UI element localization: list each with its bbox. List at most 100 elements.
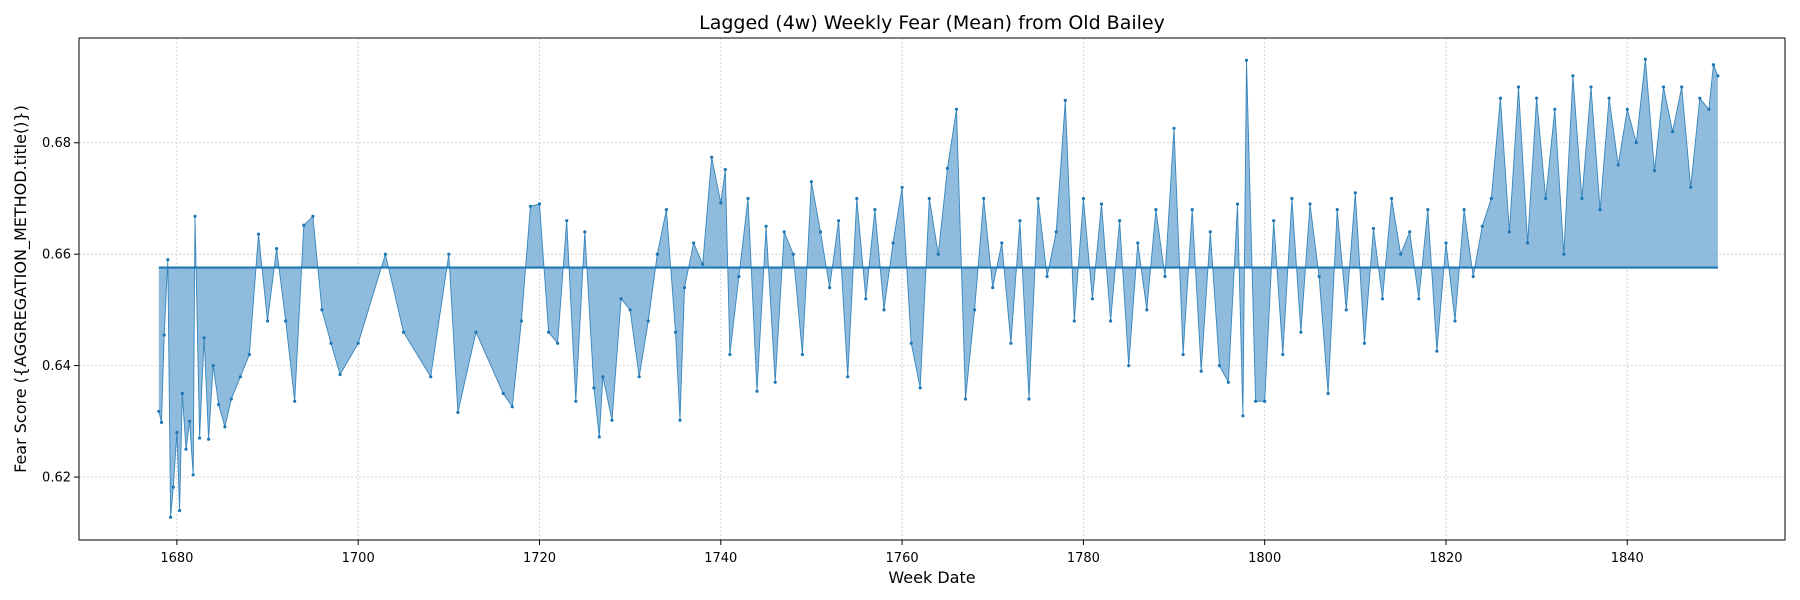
data-point bbox=[1535, 96, 1539, 100]
data-point bbox=[1408, 230, 1412, 234]
data-point bbox=[1000, 241, 1004, 245]
data-point bbox=[238, 375, 242, 379]
data-point bbox=[1480, 224, 1484, 228]
data-point bbox=[723, 167, 727, 172]
data-point bbox=[982, 196, 986, 201]
data-point bbox=[193, 214, 197, 218]
data-point bbox=[169, 515, 173, 519]
data-point bbox=[1326, 391, 1330, 396]
data-point bbox=[229, 397, 233, 401]
data-point bbox=[1163, 274, 1167, 279]
data-point bbox=[1109, 319, 1113, 323]
data-point bbox=[302, 223, 306, 227]
data-point bbox=[583, 230, 587, 234]
data-point bbox=[1281, 352, 1285, 357]
data-point bbox=[1299, 330, 1303, 334]
y-axis-title: Fear Score ({AGGREGATION_METHOD.title()}… bbox=[11, 105, 31, 473]
data-point bbox=[673, 330, 678, 334]
data-point bbox=[773, 380, 777, 384]
data-point bbox=[619, 297, 623, 301]
data-point bbox=[1217, 364, 1221, 368]
data-point bbox=[945, 166, 950, 170]
data-point bbox=[1235, 202, 1240, 206]
data-point bbox=[1181, 352, 1185, 357]
data-point bbox=[710, 155, 714, 159]
data-point bbox=[746, 196, 750, 201]
data-point bbox=[256, 232, 261, 236]
data-point bbox=[1045, 274, 1049, 279]
data-point bbox=[447, 252, 451, 256]
data-point bbox=[601, 375, 605, 379]
chart-title: Lagged (4w) Weekly Fear (Mean) from Old … bbox=[699, 12, 1165, 34]
data-point bbox=[1471, 274, 1475, 279]
data-point bbox=[755, 389, 759, 393]
x-tick-label: 1760 bbox=[886, 551, 919, 566]
data-point bbox=[510, 405, 514, 409]
data-point bbox=[597, 435, 601, 439]
series-markers bbox=[157, 57, 1720, 519]
data-point bbox=[1172, 126, 1176, 130]
data-point bbox=[1081, 196, 1085, 201]
data-point bbox=[1145, 308, 1149, 312]
data-point bbox=[1390, 196, 1394, 201]
data-point bbox=[311, 214, 315, 218]
data-point bbox=[501, 391, 505, 396]
data-point bbox=[1063, 98, 1067, 102]
data-point bbox=[1634, 141, 1638, 145]
data-point bbox=[664, 208, 669, 212]
data-point bbox=[791, 252, 795, 256]
data-point bbox=[217, 403, 221, 407]
data-point bbox=[1417, 297, 1421, 301]
x-tick-label: 1740 bbox=[704, 551, 737, 566]
data-point bbox=[1689, 185, 1693, 189]
data-point bbox=[918, 386, 922, 390]
data-point bbox=[547, 330, 551, 334]
data-point bbox=[646, 319, 650, 323]
data-point bbox=[207, 437, 211, 441]
data-point bbox=[1154, 208, 1158, 212]
y-tick-label: 0.66 bbox=[42, 248, 71, 263]
data-point bbox=[800, 352, 805, 357]
data-point bbox=[1571, 74, 1575, 78]
x-axis: 1680 1700 1720 1740 1760 1780 1800 1820 1840 bbox=[160, 540, 1644, 566]
data-point bbox=[818, 230, 823, 234]
data-point bbox=[191, 473, 195, 477]
series-area bbox=[158, 59, 1718, 518]
data-point bbox=[637, 375, 641, 379]
data-point bbox=[1090, 297, 1094, 301]
data-point bbox=[1589, 85, 1593, 89]
x-tick-label: 1820 bbox=[1429, 551, 1462, 566]
data-point bbox=[719, 201, 723, 205]
data-point bbox=[1562, 252, 1566, 256]
data-point bbox=[764, 224, 768, 228]
data-point bbox=[737, 274, 741, 279]
data-point bbox=[284, 319, 288, 323]
data-point bbox=[1199, 369, 1203, 373]
data-point bbox=[1526, 241, 1530, 245]
data-point bbox=[873, 208, 877, 212]
data-point bbox=[1643, 57, 1647, 61]
data-point bbox=[180, 391, 184, 396]
data-point bbox=[1516, 85, 1521, 89]
data-point bbox=[1308, 202, 1312, 206]
data-point bbox=[166, 258, 170, 262]
data-point bbox=[1263, 399, 1267, 403]
x-tick-label: 1720 bbox=[523, 551, 556, 566]
data-point bbox=[198, 436, 202, 440]
data-point bbox=[592, 386, 596, 390]
plot-area-frame bbox=[78, 37, 1786, 541]
data-point bbox=[1598, 208, 1602, 212]
data-point bbox=[293, 399, 297, 403]
data-point bbox=[211, 364, 215, 368]
data-point bbox=[1680, 85, 1684, 89]
data-point bbox=[855, 196, 859, 201]
data-point bbox=[1607, 96, 1611, 100]
data-point bbox=[828, 286, 832, 290]
data-point bbox=[456, 410, 460, 414]
data-point bbox=[1254, 399, 1258, 403]
data-point bbox=[782, 230, 786, 234]
data-point bbox=[1711, 63, 1715, 67]
data-point bbox=[610, 418, 614, 422]
data-point bbox=[973, 308, 977, 312]
